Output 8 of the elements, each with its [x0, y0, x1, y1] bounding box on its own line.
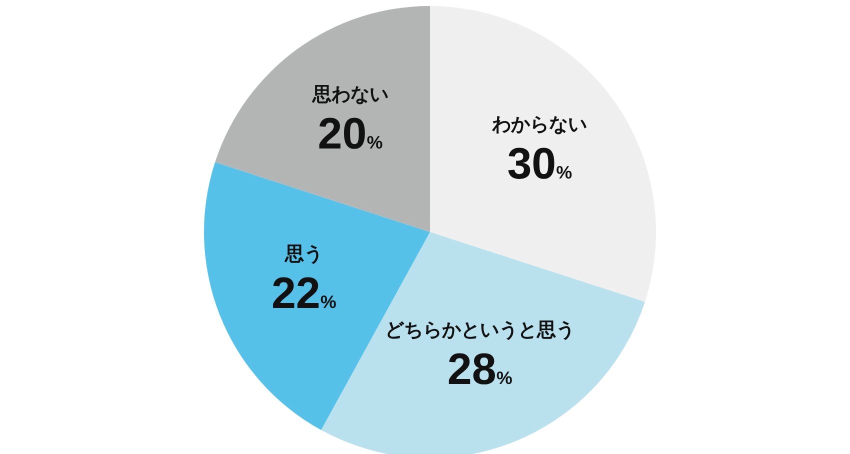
data-label: 22%: [271, 268, 336, 318]
data-label: 20%: [318, 109, 383, 158]
slice-label: どちらかというと思う: [384, 319, 575, 342]
data-label: 30%: [507, 139, 572, 188]
data-label: 28%: [447, 345, 512, 394]
slice-label: 思う: [284, 242, 323, 265]
slice-label: わからない: [491, 113, 588, 136]
slice-label: 思わない: [311, 83, 388, 106]
